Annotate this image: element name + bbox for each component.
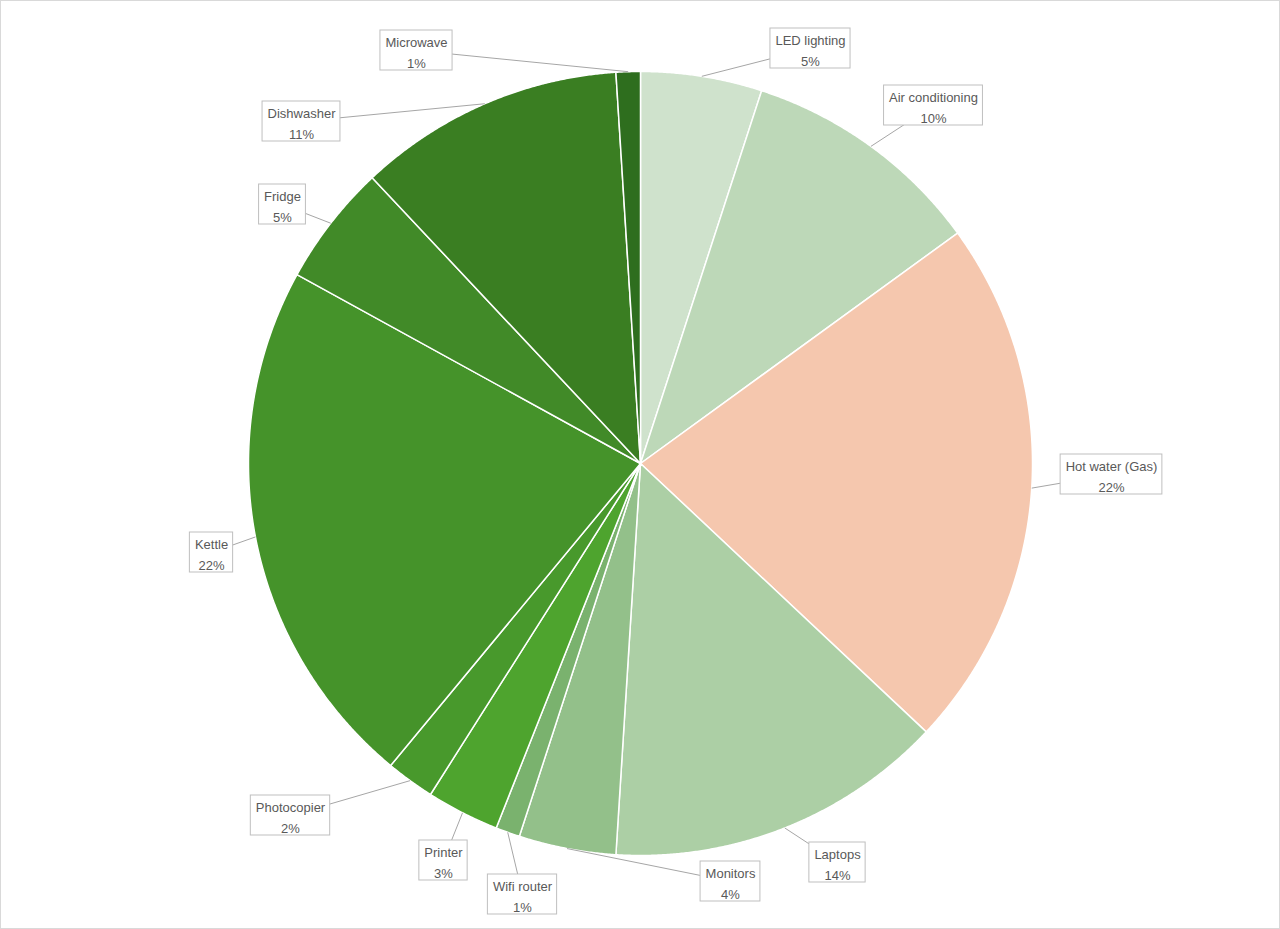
- svg-text:LED lighting5%: LED lighting5%: [775, 33, 845, 69]
- svg-text:Printer3%: Printer3%: [424, 845, 463, 881]
- svg-text:Air conditioning10%: Air conditioning10%: [889, 90, 978, 126]
- svg-text:Kettle22%: Kettle22%: [195, 537, 228, 573]
- svg-text:Microwave1%: Microwave1%: [385, 35, 447, 71]
- svg-text:Fridge5%: Fridge5%: [264, 189, 301, 225]
- svg-text:Monitors4%: Monitors4%: [706, 866, 756, 902]
- svg-text:Laptops14%: Laptops14%: [814, 847, 861, 883]
- svg-text:Photocopier2%: Photocopier2%: [256, 800, 326, 836]
- svg-text:Wifi router1%: Wifi router1%: [493, 879, 553, 915]
- svg-text:Hot water (Gas)22%: Hot water (Gas)22%: [1066, 459, 1158, 495]
- svg-text:Dishwasher11%: Dishwasher11%: [268, 106, 337, 142]
